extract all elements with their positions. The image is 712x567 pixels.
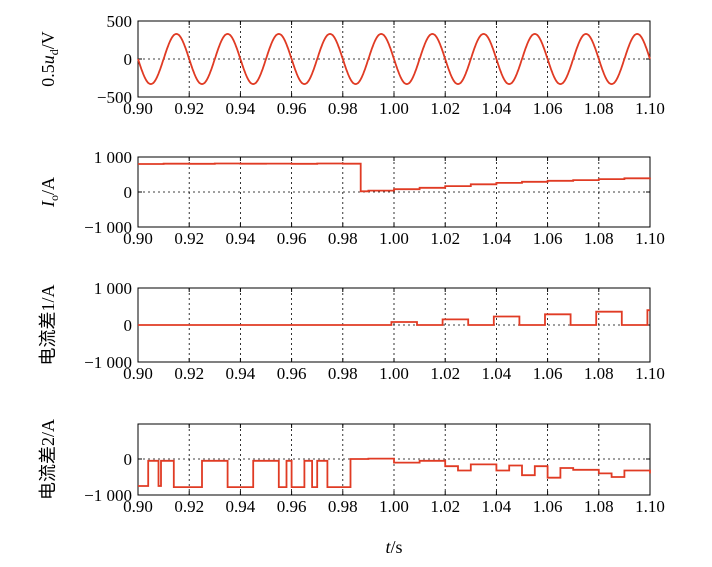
y-tick-label: 500 [107,12,133,31]
panel-1: 0.90 0.92 0.94 0.96 0.98 1.00 1.02 1.04 1.06 1.08… [38,12,665,118]
x-tick-label: 0.98 [328,364,358,383]
x-tick-label: 1.00 [379,99,409,118]
x-tick-label: 1.10 [635,229,665,248]
x-tick-label: 1.02 [430,364,460,383]
x-tick-label: 0.98 [328,99,358,118]
y-tick-label: 1 000 [94,148,132,167]
x-tick-label: 1.06 [533,229,563,248]
y-axis-label: 0.5ud/V [38,31,61,87]
x-tick-label: 1.06 [533,99,563,118]
x-tick-label: 0.94 [226,99,256,118]
x-tick-label: 0.94 [226,364,256,383]
x-tick-label: 0.92 [174,497,204,516]
panel-4: 0.90 0.92 0.94 0.96 0.98 1.00 1.02 1.04 1.06 1.08… [38,419,665,557]
x-tick-label: 0.94 [226,497,256,516]
x-tick-label: 1.10 [635,364,665,383]
x-tick-label: 0.92 [174,229,204,248]
series-line [138,309,650,326]
x-tick-label: 1.08 [584,497,614,516]
x-tick-label: 0.90 [123,99,153,118]
series-line [137,32,651,86]
x-tick-label: 1.06 [533,497,563,516]
x-tick-label: 0.96 [277,229,307,248]
x-tick-label: 0.98 [328,497,358,516]
x-tick-label: 1.02 [430,99,460,118]
y-tick-label: 0 [124,316,133,335]
x-tick-label: 0.96 [277,364,307,383]
x-tick-label: 0.96 [277,497,307,516]
y-tick-label: −1 000 [84,218,132,237]
x-tick-label: 1.02 [430,229,460,248]
x-tick-label: 1.04 [482,364,512,383]
y-tick-label: −1 000 [84,353,132,372]
x-tick-label: 1.04 [482,229,512,248]
x-tick-label: 0.94 [226,229,256,248]
x-tick-label: 1.08 [584,364,614,383]
series-line [138,162,651,193]
x-tick-label: 0.92 [174,99,204,118]
x-tick-label: 0.96 [277,99,307,118]
y-axis-label: 电流差1/A [38,284,58,365]
x-tick-label: 1.04 [482,99,512,118]
panel-2: 0.90 0.92 0.94 0.96 0.98 1.00 1.02 1.04 1.06 1.08… [38,148,665,248]
x-tick-label: 0.92 [174,364,204,383]
y-tick-label: −500 [97,88,132,107]
y-tick-label: −1 000 [84,486,132,505]
panel-3: 0.90 0.92 0.94 0.96 0.98 1.00 1.02 1.04 1.06 1.08… [38,279,665,383]
x-tick-label: 1.08 [584,229,614,248]
x-tick-label: 0.90 [123,364,153,383]
x-axis-label: t/s [385,537,402,557]
y-tick-label: 0 [124,450,133,469]
x-tick-label: 1.02 [430,497,460,516]
y-axis-label: 电流差2/A [38,419,58,500]
x-tick-label: 1.00 [379,229,409,248]
x-tick-label: 0.90 [123,229,153,248]
x-tick-label: 1.10 [635,497,665,516]
y-tick-label: 0 [124,50,133,69]
x-tick-label: 0.90 [123,497,153,516]
x-tick-label: 0.98 [328,229,358,248]
x-tick-label: 1.06 [533,364,563,383]
x-tick-label: 1.08 [584,99,614,118]
y-axis-label: Io/A [38,177,61,208]
x-tick-label: 1.04 [482,497,512,516]
x-tick-label: 1.10 [635,99,665,118]
x-tick-label: 1.00 [379,497,409,516]
x-tick-label: 1.00 [379,364,409,383]
y-tick-label: 0 [124,183,133,202]
y-tick-label: 1 000 [94,279,132,298]
series-line [138,457,651,488]
